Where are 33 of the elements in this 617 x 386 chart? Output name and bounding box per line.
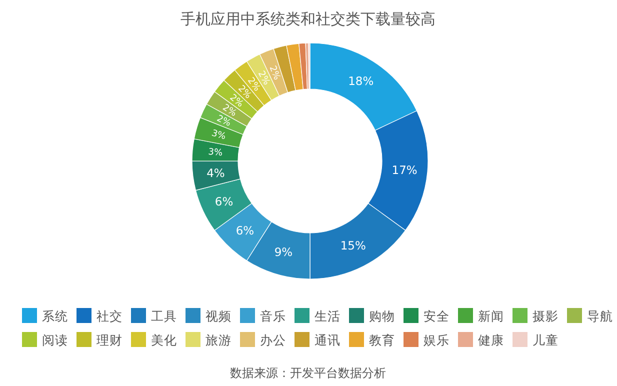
- legend-label: 儿童: [532, 332, 558, 348]
- data-label: 17%: [392, 162, 418, 177]
- legend-label: 导航: [587, 308, 613, 324]
- legend-label: 新闻: [478, 308, 504, 324]
- legend-label: 娱乐: [424, 332, 450, 348]
- data-label: 2%: [215, 114, 233, 130]
- data-label: 6%: [214, 194, 234, 208]
- legend-label: 工具: [151, 308, 177, 324]
- legend-label: 摄影: [532, 308, 558, 324]
- legend-label: 音乐: [260, 308, 286, 324]
- legend-label: 办公: [260, 332, 286, 348]
- chart-title: 手机应用中系统类和社交类下载量较高: [180, 10, 436, 28]
- legend-label: 社交: [96, 308, 122, 324]
- data-label: 9%: [274, 245, 293, 260]
- legend-label: 阅读: [42, 332, 68, 348]
- data-label: 6%: [236, 223, 254, 238]
- data-label: 3%: [210, 128, 228, 142]
- legend-label: 美化: [151, 332, 177, 348]
- legend-label: 健康: [478, 332, 504, 348]
- legend-label: 系统: [42, 308, 68, 324]
- legend-label: 通讯: [314, 332, 340, 348]
- legend-label: 安全: [424, 308, 450, 324]
- legend-label: 理财: [96, 332, 122, 348]
- legend-label: 生活: [314, 308, 340, 324]
- legend-label: 教育: [369, 332, 395, 348]
- data-label: 3%: [208, 147, 224, 159]
- data-label: 18%: [348, 74, 374, 88]
- legend-label: 旅游: [206, 332, 232, 348]
- legend-label: 视频: [206, 308, 232, 324]
- legend-label: 购物: [369, 308, 395, 324]
- source-note: 数据来源：开发平台数据分析: [230, 366, 386, 380]
- data-label: 4%: [206, 166, 225, 180]
- data-label: 15%: [340, 238, 366, 253]
